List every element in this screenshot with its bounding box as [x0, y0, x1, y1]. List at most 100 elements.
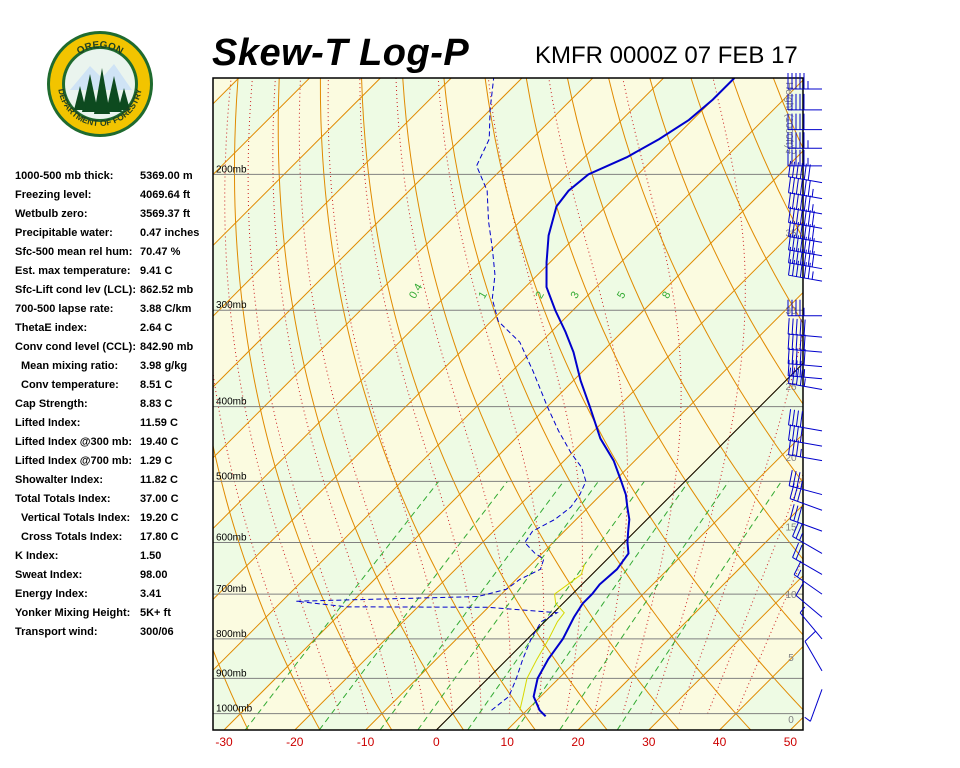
wind-barb — [804, 689, 823, 722]
wind-barb-flag — [788, 192, 792, 209]
index-value: 98.00 — [140, 569, 168, 581]
index-value: 37.00 C — [140, 493, 179, 505]
index-value: 8.51 C — [140, 379, 173, 391]
mixing-ratio-line — [318, 481, 508, 730]
x-tick-label: -30 — [215, 735, 233, 749]
wind-barb-flag — [787, 318, 790, 335]
dry-adiabat — [815, 78, 960, 730]
wind-barb-shaft — [804, 641, 823, 672]
wind-barb — [792, 542, 823, 575]
wind-barb-flag — [795, 333, 798, 350]
index-label: Showalter Index: — [15, 474, 104, 486]
series-dewpoint-line — [296, 78, 587, 711]
index-label: Lifted Index @300 mb: — [15, 436, 133, 448]
wind-barb-flag — [799, 162, 803, 179]
wind-barb-flag — [791, 368, 796, 385]
wind-barb — [792, 521, 823, 554]
wind-barb — [787, 299, 822, 317]
wind-barb-flag — [788, 470, 793, 486]
index-value: 19.40 C — [140, 436, 179, 448]
wind-barb-flag — [795, 260, 799, 277]
logo-tree-icon — [74, 68, 130, 114]
wind-barb-flag — [795, 221, 799, 238]
isotherm — [294, 221, 803, 730]
wind-barb-flag — [807, 262, 811, 279]
index-label: Lifted Index @700 mb: — [15, 455, 133, 467]
wind-barb-shaft — [789, 498, 823, 511]
wind-barb-flag — [788, 438, 792, 455]
index-value: 11.82 C — [140, 474, 178, 486]
wind-barb-flag — [799, 334, 802, 351]
wind-barb-flag — [795, 193, 799, 210]
wind-barb-flag — [799, 411, 803, 428]
mixing-ratio-line — [467, 481, 645, 730]
wind-barb-flag — [793, 484, 799, 501]
height-tick-label: 20 — [785, 453, 797, 464]
wind-barb-flag — [795, 440, 799, 457]
wind-barb-flag — [799, 369, 803, 386]
index-value: 0.47 inches — [140, 227, 200, 239]
wind-barb-flag — [788, 424, 792, 441]
wind-barb-flag — [799, 194, 803, 211]
wind-barb — [787, 347, 823, 368]
wind-barb-flag — [795, 410, 799, 427]
wind-barb-flag — [788, 220, 792, 237]
wind-barb-flag — [791, 439, 796, 456]
wind-barb-flag — [788, 206, 792, 223]
wind-barb — [795, 581, 823, 618]
index-label: Mean mixing ratio: — [21, 360, 119, 372]
wind-barb-flag — [793, 560, 802, 575]
wind-barb-shaft — [788, 383, 823, 390]
x-tick-label: 20 — [571, 735, 585, 749]
moist-adiabat — [548, 78, 629, 714]
isotherm — [213, 78, 523, 388]
height-tick-label: 35 — [785, 229, 797, 240]
wind-barb-flag — [803, 334, 806, 351]
wind-barb-flag — [791, 207, 796, 224]
wind-barb-shaft — [788, 363, 823, 368]
moist-adiabat — [272, 78, 397, 714]
mixing-ratio-line — [559, 481, 730, 730]
isotherm — [0, 78, 168, 730]
wind-barb — [788, 424, 823, 447]
mixing-ratio-label: 1 — [477, 290, 490, 301]
plot-series — [296, 78, 736, 718]
wind-barb — [787, 113, 822, 131]
isotherm — [861, 78, 960, 730]
index-value: 300/06 — [140, 626, 174, 638]
wind-barb-flag — [788, 176, 792, 193]
isotherm — [506, 433, 803, 730]
wind-barb-half-flag — [799, 533, 803, 541]
height-tick-label: 30 — [785, 306, 797, 317]
wind-barb-flag — [803, 209, 807, 226]
isotherm — [648, 575, 803, 730]
wind-barb-shaft — [809, 689, 823, 722]
index-value: 3569.37 ft — [140, 208, 191, 220]
index-value: 5369.00 m — [140, 170, 193, 182]
pressure-label: 1000mb — [216, 704, 253, 715]
isotherm — [213, 78, 452, 317]
wind-barb-flag — [807, 180, 811, 197]
index-value: 842.90 mb — [140, 341, 194, 353]
isotherm — [213, 79, 803, 671]
wind-barb-flag — [807, 237, 811, 254]
index-value: 5K+ ft — [140, 607, 171, 619]
wind-barb-half-flag — [799, 448, 802, 457]
mixing-ratio-label: 5 — [615, 290, 628, 301]
index-value: 9.41 C — [140, 265, 173, 277]
isotherm — [213, 78, 240, 105]
wind-barb-flag — [787, 359, 790, 376]
wind-barb-flag — [791, 177, 796, 194]
wind-barb-flag — [811, 251, 815, 268]
wind-barb-flag — [788, 259, 792, 276]
x-tick-label: 0 — [433, 735, 440, 749]
wind-barb-half-flag — [804, 716, 811, 722]
wind-barb-flag — [803, 163, 807, 180]
wind-barb-flag — [791, 318, 794, 335]
height-tick-label: 0 — [788, 715, 794, 726]
index-label: Conv cond level (CCL): — [15, 341, 137, 353]
index-label: Sfc-Lift cond lev (LCL): — [15, 284, 136, 296]
height-tick-label: 5 — [788, 653, 794, 664]
height-tick-label: 10 — [785, 590, 797, 601]
